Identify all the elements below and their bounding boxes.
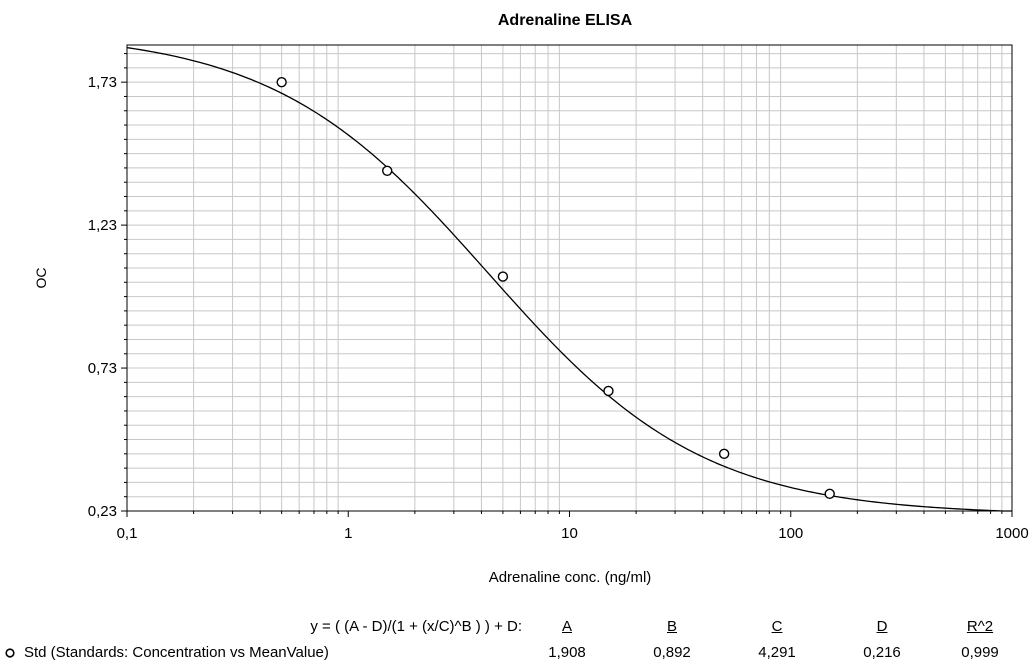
fit-header-row: y = ( (A - D)/(1 + (x/C)^B ) ) + D: A B …	[0, 616, 1035, 638]
data-points	[276, 76, 835, 500]
fit-header-d: D	[876, 618, 888, 635]
y-tick-label: 0,73	[88, 360, 117, 377]
fit-value-c: 4,291	[758, 644, 796, 661]
grid	[127, 45, 1012, 511]
data-point	[718, 448, 730, 460]
fit-value-r2: 0,999	[961, 644, 999, 661]
x-axis-label: Adrenaline conc. (ng/ml)	[489, 569, 652, 586]
fit-header-c: C	[771, 618, 783, 635]
fit-header-b: B	[666, 618, 678, 635]
y-tick-label: 0,23	[88, 503, 117, 520]
x-tick-label: 1	[344, 525, 352, 542]
x-tick-label: 10	[561, 525, 578, 542]
data-point	[603, 385, 614, 397]
fit-header-a: A	[561, 618, 573, 635]
data-point	[276, 76, 287, 88]
x-tick-label: 100	[778, 525, 803, 542]
axis-ticks	[121, 53, 1013, 517]
fit-value-a: 1,908	[548, 644, 586, 661]
legend-marker-icon	[5, 648, 15, 658]
y-tick-labels: 0,23 0,73 1,23 1,73	[88, 74, 117, 520]
data-point	[382, 165, 393, 176]
chart: Adrenaline ELISA 0,1 1 10 100 1000 0,23 0,73 1…	[33, 12, 1029, 586]
fit-curve	[126, 46, 1012, 512]
x-tick-label: 0,1	[117, 525, 138, 542]
chart-title: Adrenaline ELISA	[498, 12, 633, 29]
y-tick-label: 1,23	[88, 217, 117, 234]
x-tick-labels: 0,1 1 10 100 1000	[117, 525, 1029, 542]
data-point	[824, 488, 835, 500]
y-tick-label: 1,73	[88, 74, 117, 91]
fit-value-d: 0,216	[863, 644, 901, 661]
data-point	[497, 271, 509, 282]
y-axis-label: OC	[33, 268, 49, 289]
fit-header-r2: R^2	[966, 618, 994, 635]
legend-series-row: Std (Standards: Concentration vs MeanVal…	[0, 642, 1035, 664]
fit-value-b: 0,892	[653, 644, 691, 661]
fit-equation: y = ( (A - D)/(1 + (x/C)^B ) ) + D:	[310, 618, 522, 635]
x-tick-label: 1000	[995, 525, 1028, 542]
legend-series-name: Std (Standards: Concentration vs MeanVal…	[24, 644, 329, 661]
